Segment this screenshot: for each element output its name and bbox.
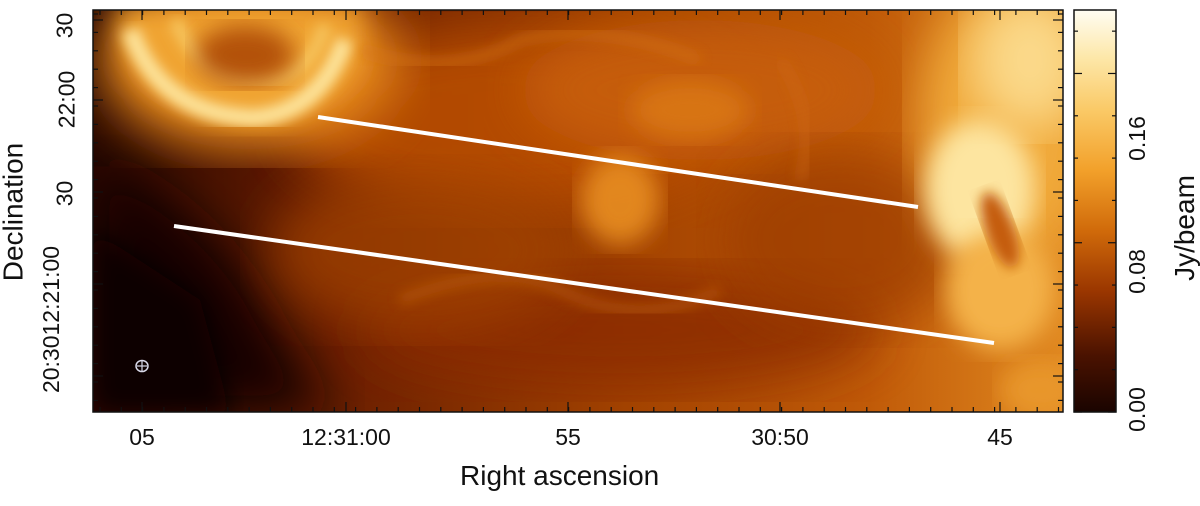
x-tick-label: 05 <box>129 424 155 450</box>
x-tick-label: 45 <box>987 424 1013 450</box>
x-tick-label: 30:50 <box>751 424 809 450</box>
beam-ellipse-icon <box>135 359 149 373</box>
colorbar-tick-label: 0.08 <box>1123 249 1150 294</box>
y-tick-label: 30 <box>51 12 78 39</box>
colorbar-tick-label: 0.00 <box>1123 387 1150 432</box>
radio-map-image <box>93 10 1063 412</box>
y-tick-label: 30 <box>51 180 78 207</box>
y-tick-label-combined: 20:3012:21:00 <box>38 245 65 394</box>
x-axis-title: Right ascension <box>460 460 660 491</box>
y-tick-label: 22:00 <box>53 70 80 129</box>
x-tick-label: 12:31:00 <box>301 424 391 450</box>
colorbar-tick-label: 0.16 <box>1123 116 1150 161</box>
colorbar-title: Jy/beam <box>1168 175 1200 281</box>
x-tick-label: 55 <box>555 424 581 450</box>
upper-white-line <box>317 115 919 209</box>
y-axis-title: Declination <box>0 142 29 282</box>
colorbar <box>1073 9 1117 413</box>
lower-white-line <box>173 224 995 345</box>
plot-frame <box>92 9 1064 413</box>
